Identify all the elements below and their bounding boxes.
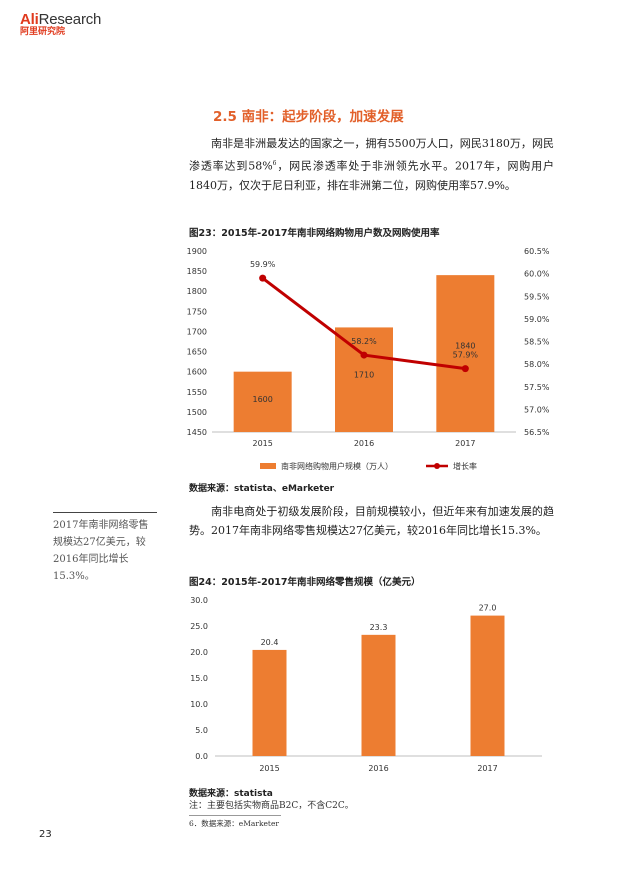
left-axis-tick-label: 1700 xyxy=(187,327,207,336)
bar-retail-scale xyxy=(361,634,396,756)
left-axis-tick-label: 1550 xyxy=(187,388,207,397)
retail-y-tick-label: 25.0 xyxy=(190,622,208,631)
legend-label-bar: 南非网络购物用户规模（万人） xyxy=(281,461,393,471)
right-axis-tick-label: 57.0% xyxy=(524,405,550,414)
right-axis-tick-label: 58.5% xyxy=(524,338,550,347)
footnote-divider xyxy=(189,815,281,816)
retail-y-tick-label: 10.0 xyxy=(190,700,208,709)
line-data-label: 58.2% xyxy=(351,337,377,346)
logo-cn: 阿里研究院 xyxy=(20,27,66,37)
figure24-note: 注：主要包括实物商品B2C，不含C2C。 xyxy=(189,801,354,811)
logo-research: Research xyxy=(38,11,102,28)
figure24-title: 图24：2015年-2017年南非网络零售规模（亿美元） xyxy=(189,577,421,588)
right-axis-tick-label: 57.5% xyxy=(524,383,550,392)
bar-online-shoppers xyxy=(335,327,393,432)
logo-ali: Ali xyxy=(20,11,39,28)
retail-y-tick-label: 20.0 xyxy=(190,648,208,657)
line-point xyxy=(360,351,368,359)
bar-data-label: 1840 xyxy=(455,342,475,351)
line-point xyxy=(259,274,267,282)
line-point xyxy=(461,365,469,373)
para1-part2: ，网民渗透率处于非洲领先水平。2017年，网购用户1840万，仅次于尼日利亚，排… xyxy=(189,159,554,192)
retail-y-tick-label: 15.0 xyxy=(190,674,208,683)
bar-online-shoppers xyxy=(233,371,292,432)
left-axis-tick-label: 1750 xyxy=(187,307,207,316)
right-axis-tick-label: 59.5% xyxy=(524,292,550,301)
right-axis-tick-label: 59.0% xyxy=(524,315,550,324)
retail-bar-label: 23.3 xyxy=(370,623,388,632)
section-title: 2.5 南非：起步阶段，加速发展 xyxy=(213,109,404,125)
x-axis-tick-label: 2016 xyxy=(354,439,374,448)
retail-y-tick-label: 5.0 xyxy=(195,726,208,735)
para1-part1: 南非是非洲最发达的国家之一，拥有5500万人口，网民3180万，网民渗透率达到5… xyxy=(189,137,554,173)
legend-label-line: 增长率 xyxy=(453,461,477,471)
left-axis-tick-label: 1850 xyxy=(187,267,207,276)
left-axis-tick-label: 1900 xyxy=(187,247,207,256)
left-axis-tick-label: 1500 xyxy=(187,408,207,417)
retail-y-tick-label: 0.0 xyxy=(195,752,208,761)
retail-x-tick-label: 2017 xyxy=(477,764,497,773)
left-axis-tick-label: 1450 xyxy=(187,428,207,437)
alibaba-research-logo: AliResearch 阿里研究院 xyxy=(20,12,101,38)
legend-swatch-bar xyxy=(260,463,276,469)
retail-y-tick-label: 30.0 xyxy=(190,596,208,605)
retail-bar-label: 27.0 xyxy=(479,604,497,613)
figure23-title: 图23：2015年-2017年南非网络购物用户数及网购使用率 xyxy=(189,228,440,239)
bar-retail-scale xyxy=(252,649,287,756)
bar-data-label: 1600 xyxy=(252,395,272,404)
x-axis-tick-label: 2017 xyxy=(455,439,475,448)
left-axis-tick-label: 1800 xyxy=(187,287,207,296)
figure24-source: 数据来源：statista xyxy=(189,789,273,799)
footnote: 6．数据来源：eMarketer xyxy=(189,819,279,828)
para2-text: 南非电商处于初级发展阶段，目前规模较小，但近年来有加速发展的趋势。2017年南非… xyxy=(189,505,554,537)
bar-online-shoppers xyxy=(436,275,495,432)
paragraph-intro: 南非是非洲最发达的国家之一，拥有5500万人口，网民3180万，网民渗透率达到5… xyxy=(189,134,554,195)
legend-swatch-point xyxy=(434,463,440,469)
right-axis-tick-label: 60.0% xyxy=(524,270,550,279)
figure23-source: 数据来源：statista、eMarketer xyxy=(189,484,335,494)
retail-bar-label: 20.4 xyxy=(261,638,279,647)
bar-data-label: 1710 xyxy=(354,370,374,379)
right-axis-tick-label: 60.5% xyxy=(524,247,550,256)
right-axis-tick-label: 58.0% xyxy=(524,360,550,369)
sidebar-note: 2017年南非网络零售规模达27亿美元，较2016年同比增长15.3%。 xyxy=(53,512,157,585)
x-axis-tick-label: 2015 xyxy=(252,439,272,448)
paragraph-retail: 南非电商处于初级发展阶段，目前规模较小，但近年来有加速发展的趋势。2017年南非… xyxy=(189,502,554,540)
page-number: 23 xyxy=(39,829,52,840)
line-data-label: 57.9% xyxy=(453,351,479,360)
right-axis-tick-label: 56.5% xyxy=(524,428,550,437)
retail-x-tick-label: 2016 xyxy=(368,764,388,773)
footnote-ref: 6 xyxy=(272,159,277,167)
retail-x-tick-label: 2015 xyxy=(259,764,279,773)
left-axis-tick-label: 1650 xyxy=(187,348,207,357)
left-axis-tick-label: 1600 xyxy=(187,368,207,377)
bar-retail-scale xyxy=(470,615,505,756)
line-data-label: 59.9% xyxy=(250,260,276,269)
